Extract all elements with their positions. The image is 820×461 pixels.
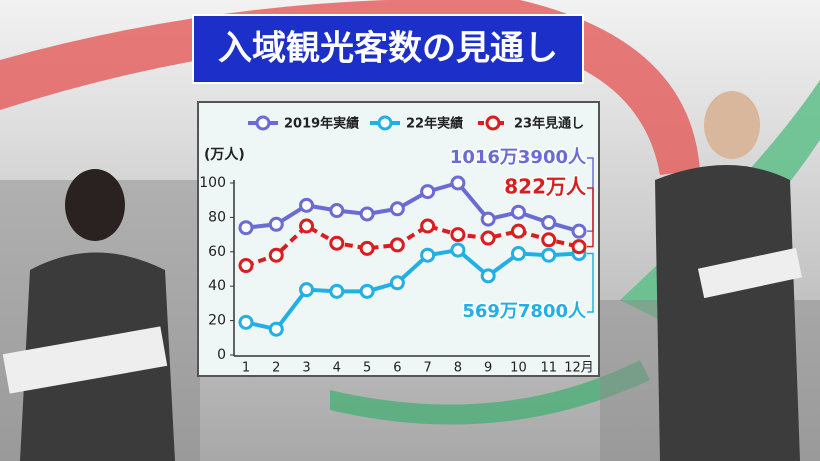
point	[268, 321, 284, 337]
point	[450, 175, 466, 191]
x-tick-label: 6	[393, 361, 401, 376]
x-tick-label: 3	[302, 361, 310, 376]
point	[268, 247, 284, 263]
point	[299, 197, 315, 213]
point	[541, 247, 557, 263]
x-tick-label: 7	[423, 361, 431, 376]
point	[450, 242, 466, 258]
point	[329, 203, 345, 219]
point	[571, 223, 587, 239]
y-tick-label: 80	[208, 209, 226, 225]
point	[359, 206, 375, 222]
y-tick-label: 100	[199, 175, 226, 191]
point	[420, 184, 436, 200]
person-head	[704, 91, 760, 159]
x-tick-label: 10	[510, 361, 527, 376]
y-tick-label: 40	[208, 278, 226, 294]
decor-arc	[330, 360, 650, 425]
point	[389, 237, 405, 253]
point	[238, 258, 254, 274]
x-tick-label: 5	[363, 361, 371, 376]
annotation: 822万人	[504, 175, 587, 199]
point	[541, 215, 557, 231]
legend-marker	[377, 115, 393, 131]
point	[571, 239, 587, 255]
annotation: 569万7800人	[462, 301, 587, 322]
point	[389, 201, 405, 217]
point	[510, 204, 526, 220]
y-tick-label: 60	[208, 244, 226, 260]
point	[329, 235, 345, 251]
point	[510, 246, 526, 262]
legend-label: 22年実績	[406, 116, 463, 132]
plot: 0 20 40 60 80 100 1 2 3 4 5 6 7 8 9 10 11 12月 2019年実績 22年実績…	[199, 115, 594, 376]
annotation: 1016万3900人	[450, 147, 587, 168]
point	[389, 275, 405, 291]
point	[450, 227, 466, 243]
x-tick-label: 2	[272, 361, 280, 376]
annotation-bracket	[587, 187, 594, 248]
point	[359, 283, 375, 299]
point	[299, 282, 315, 298]
legend-label: 23年見通し	[514, 116, 584, 132]
legend-label: 2019年実績	[284, 116, 359, 132]
point	[359, 240, 375, 256]
legend-marker	[485, 115, 501, 131]
person-head	[65, 169, 125, 241]
point	[480, 211, 496, 227]
y-tick-label: 20	[208, 313, 226, 329]
point	[480, 268, 496, 284]
point	[238, 220, 254, 236]
chart-title: 入域観光客数の見通し	[218, 29, 558, 69]
x-tick-label: 8	[454, 361, 462, 376]
x-tick-label: 9	[484, 361, 492, 376]
x-tick-label: 11	[540, 361, 557, 376]
legend-marker	[255, 115, 271, 131]
point	[510, 223, 526, 239]
paper	[2, 326, 168, 394]
point	[299, 218, 315, 234]
person-body	[655, 165, 800, 461]
y-axis-label: (万人)	[204, 146, 245, 163]
paper	[697, 247, 803, 299]
point	[329, 283, 345, 299]
point	[420, 218, 436, 234]
point	[480, 230, 496, 246]
y-tick-label: 0	[217, 347, 226, 363]
x-tick-label: 1	[242, 361, 250, 376]
point	[541, 232, 557, 248]
annotation-bracket	[587, 252, 594, 313]
title-banner	[192, 14, 584, 84]
x-tick-label: 4	[333, 361, 341, 376]
point	[238, 314, 254, 330]
x-tick-label: 12月	[564, 361, 594, 376]
point	[420, 247, 436, 263]
point	[268, 216, 284, 232]
